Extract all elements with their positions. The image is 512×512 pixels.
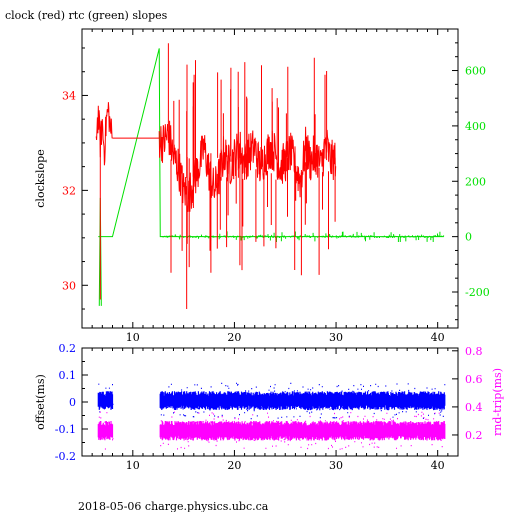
x-tick-label: 10 (126, 459, 140, 472)
y-tick-label: 0 (69, 396, 76, 409)
y2-tick-label: -200 (465, 286, 490, 299)
series-clock-spikes (99, 43, 336, 310)
y2-tick-label: 0.8 (465, 345, 483, 358)
y2-tick-label: 200 (465, 175, 486, 188)
x-tick-label: 20 (227, 331, 241, 344)
bottom-chart: 10 20 30 40 -0.2 -0.1 0 0.1 0.2 0.2 0.4 0.6 0.8 offse… (34, 342, 504, 472)
y2-axis-label: rnd-trip(ms) (491, 368, 504, 436)
x-tick-label: 40 (431, 331, 445, 344)
y-tick-label: -0.1 (55, 423, 76, 436)
y-tick-label: 32 (62, 184, 76, 197)
y2-tick-label: 0 (465, 231, 472, 244)
y2-tick-label: 400 (465, 120, 486, 133)
x-tick-label: 40 (431, 459, 445, 472)
page-title: clock (red) rtc (green) slopes (5, 9, 168, 22)
y-axis-label: offset(ms) (34, 374, 47, 430)
top-chart: 10 20 30 40 30 32 34 -200 0 200 400 600 clockslope (34, 28, 490, 344)
y-tick-label: 30 (62, 279, 76, 292)
series-rndtrip-points (97, 411, 446, 450)
series-rtc-noise (160, 231, 445, 242)
series-offset-points (97, 382, 446, 420)
footer-caption: 2018-05-06 charge.physics.ubc.ca (78, 500, 269, 512)
y2-tick-label: 600 (465, 65, 486, 78)
x-tick-label: 20 (227, 459, 241, 472)
y2-tick-label: 0.4 (465, 401, 483, 414)
y-tick-label: 0.1 (59, 369, 77, 382)
x-tick-label: 10 (126, 331, 140, 344)
x-tick-label: 30 (329, 459, 343, 472)
x-tick-label: 30 (329, 331, 343, 344)
plot-frame (81, 28, 459, 329)
y-tick-label: 0.2 (59, 342, 77, 355)
y-tick-label: 34 (62, 89, 76, 102)
y2-tick-label: 0.2 (465, 429, 483, 442)
y-axis-label: clockslope (34, 149, 47, 207)
y-tick-label: -0.2 (55, 450, 76, 463)
y2-tick-label: 0.6 (465, 373, 483, 386)
